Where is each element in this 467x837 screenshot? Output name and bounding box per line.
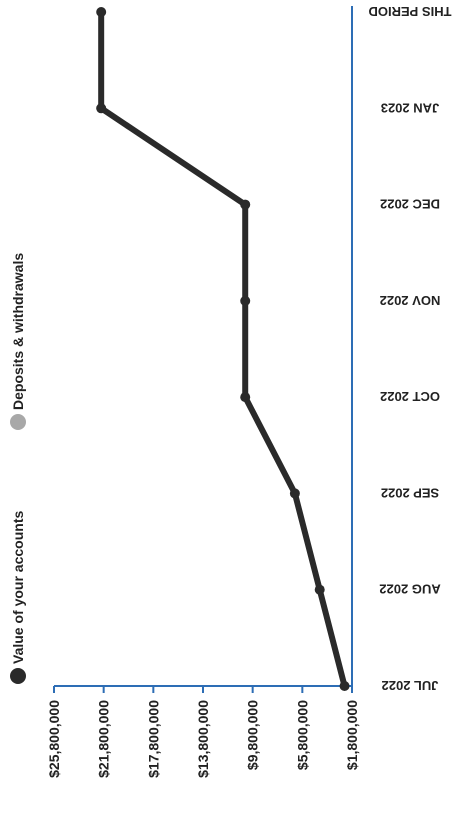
legend: Value of your accounts Deposits & withdra… xyxy=(10,253,26,684)
category-label: JUL 2022 xyxy=(382,678,439,693)
legend-marker-deposits xyxy=(10,414,26,430)
category-label: SEP 2022 xyxy=(381,485,439,500)
category-label: THIS PERIOD xyxy=(368,4,451,19)
data-point xyxy=(339,681,350,691)
data-point xyxy=(96,7,107,17)
data-point xyxy=(314,584,325,595)
value-tick-label: $17,800,000 xyxy=(145,700,161,778)
data-point xyxy=(240,295,251,306)
data-point xyxy=(289,488,300,499)
category-label: OCT 2022 xyxy=(380,389,440,404)
legend-label: Value of your accounts xyxy=(10,511,26,664)
value-tick-label: $1,800,000 xyxy=(344,700,360,770)
value-tick-label: $13,800,000 xyxy=(195,700,211,778)
legend-label: Deposits & withdrawals xyxy=(10,253,26,410)
chart-axes: $25,800,000 $21,800,000 $17,800,000 $13,800… xyxy=(46,4,452,778)
data-point xyxy=(240,392,251,403)
value-tick-label: $21,800,000 xyxy=(96,700,112,778)
data-point xyxy=(240,199,251,210)
value-tick-label: $9,800,000 xyxy=(245,700,261,770)
category-label: JAN 2023 xyxy=(381,100,440,115)
value-tick-label: $5,800,000 xyxy=(294,700,310,770)
value-tick-label: $25,800,000 xyxy=(46,700,62,778)
category-label: NOV 2022 xyxy=(380,293,441,308)
category-label: AUG 2022 xyxy=(379,582,440,597)
legend-marker-value xyxy=(10,668,26,684)
category-label: DEC 2022 xyxy=(380,197,440,212)
data-point xyxy=(96,103,107,114)
series-layer xyxy=(96,7,350,691)
series-line xyxy=(98,9,348,689)
